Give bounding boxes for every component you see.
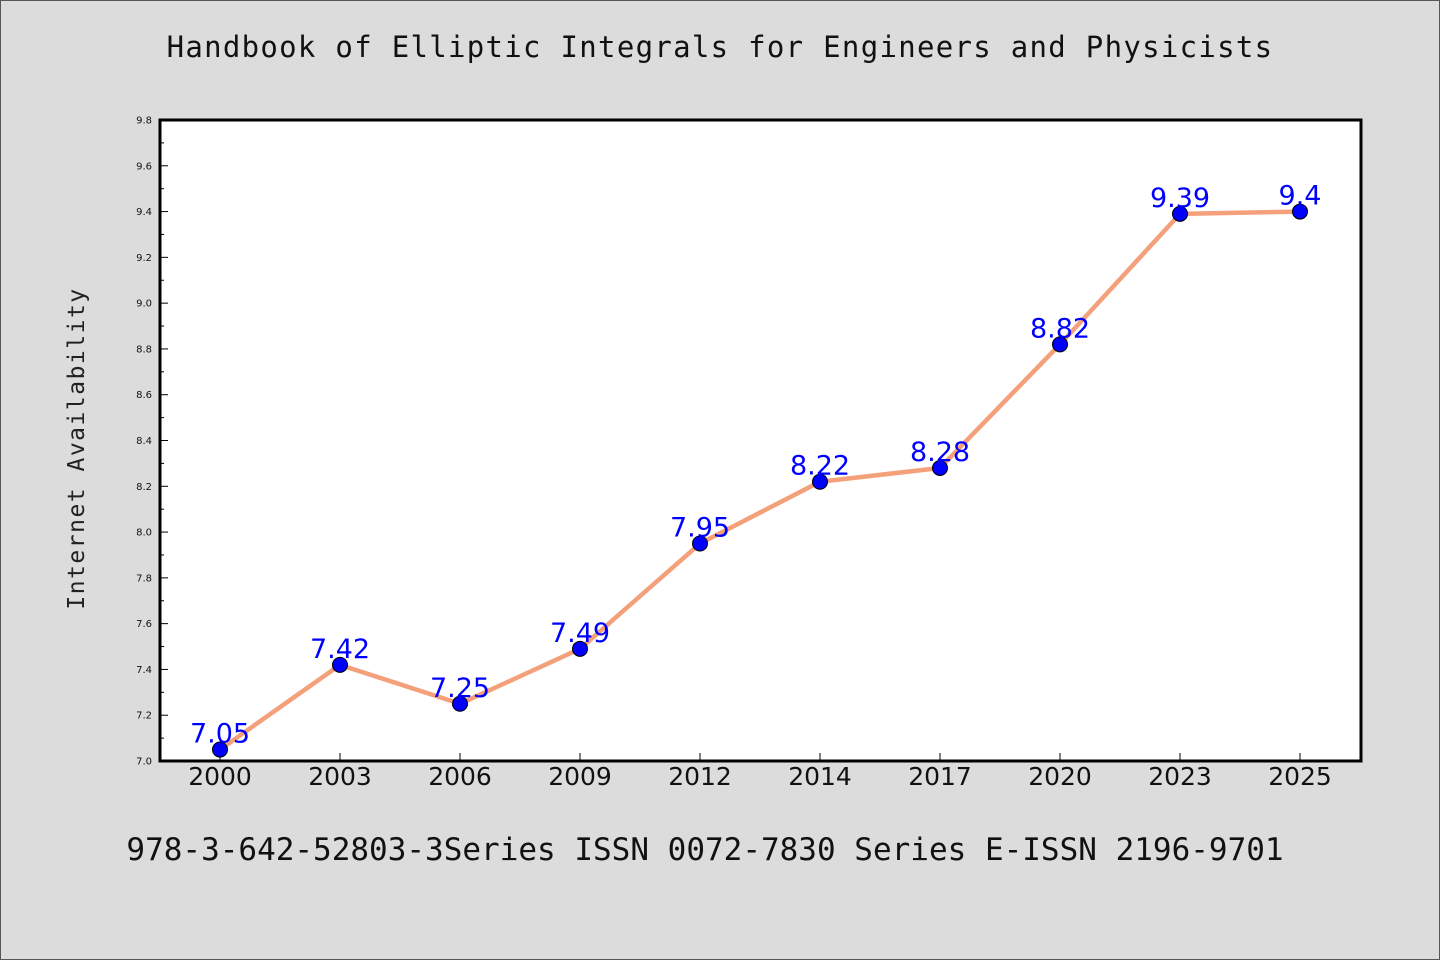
data-label: 9.39 — [1150, 183, 1210, 214]
y-tick-label: 9.0 — [136, 299, 152, 310]
data-label: 7.42 — [310, 634, 370, 665]
x-tick-label: 2006 — [428, 762, 492, 791]
y-tick-label: 8.8 — [136, 344, 152, 355]
y-tick-label: 9.6 — [136, 161, 152, 172]
data-point — [692, 535, 708, 552]
data-label: 8.82 — [1030, 313, 1090, 344]
y-tick-label: 9.4 — [136, 207, 152, 218]
data-point — [332, 656, 348, 673]
y-tick-label: 8.0 — [136, 528, 152, 539]
data-point — [1052, 336, 1068, 353]
plot-area — [160, 120, 1361, 761]
data-label: 9.4 — [1279, 181, 1322, 212]
x-tick-label: 2025 — [1268, 762, 1332, 791]
plot-border — [158, 118, 1363, 763]
x-tick-label: 2017 — [908, 762, 972, 791]
y-tick-label: 8.6 — [136, 390, 152, 401]
y-tick-label: 8.4 — [136, 436, 152, 447]
data-point — [212, 741, 228, 758]
data-point — [452, 695, 468, 712]
data-label: 8.22 — [790, 451, 850, 482]
x-tick-label: 2000 — [188, 762, 252, 791]
data-label: 7.25 — [430, 673, 490, 704]
data-point — [1172, 205, 1188, 222]
x-tick-label: 2020 — [1028, 762, 1092, 791]
x-tick-label: 2012 — [668, 762, 732, 791]
data-label: 7.95 — [670, 513, 730, 544]
y-axis-label: Internet Availability — [64, 287, 90, 609]
x-tick-label: 2023 — [1148, 762, 1212, 791]
data-point — [932, 459, 948, 476]
y-tick-label: 7.4 — [136, 665, 152, 676]
data-point — [812, 473, 828, 490]
data-point — [1292, 203, 1308, 220]
y-tick-label: 9.2 — [136, 253, 152, 264]
chart-title: Handbook of Elliptic Integrals for Engin… — [166, 30, 1274, 64]
data-label: 7.49 — [550, 618, 610, 649]
x-tick-label: 2003 — [308, 762, 372, 791]
data-label: 7.05 — [190, 719, 250, 750]
data-label: 8.28 — [910, 437, 970, 468]
y-tick-label: 7.6 — [136, 619, 152, 630]
y-tick-label: 7.8 — [136, 573, 152, 584]
y-tick-label: 9.8 — [136, 116, 152, 127]
series-line — [217, 209, 1303, 752]
x-tick-label: 2009 — [548, 762, 612, 791]
chart-subtitle: 978-3-642-52803-3Series ISSN 0072-7830 S… — [126, 832, 1284, 868]
x-tick-label: 2014 — [788, 762, 852, 791]
data-point — [572, 640, 588, 657]
y-tick-label: 7.0 — [136, 757, 152, 768]
y-tick-label: 7.2 — [136, 711, 152, 722]
y-tick-label: 8.2 — [136, 482, 152, 493]
